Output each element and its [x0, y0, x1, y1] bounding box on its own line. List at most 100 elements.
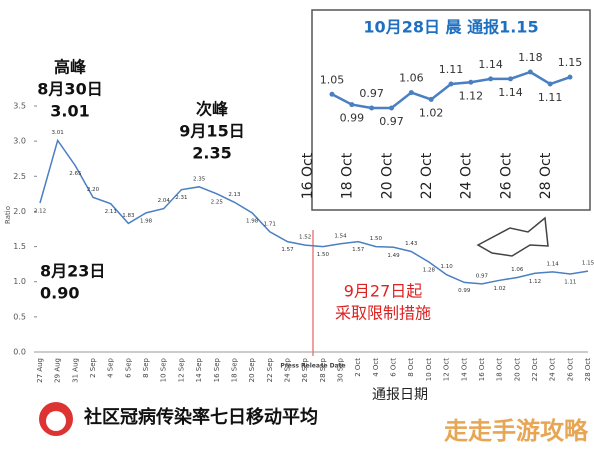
y-tick-label: 1.5 — [13, 242, 26, 251]
value-label: 1.50 — [370, 236, 383, 242]
point — [508, 76, 513, 82]
x-tick-label: 2 Oct — [354, 358, 362, 377]
value-label: 1.52 — [299, 235, 311, 241]
value-label: 1.98 — [246, 218, 259, 224]
point — [448, 81, 454, 87]
point — [547, 81, 553, 87]
value-label: 1.12 — [529, 279, 541, 285]
value-label: 1.54 — [334, 233, 347, 239]
x-tick-label: 16 Oct — [478, 358, 486, 381]
value-label: 2.11 — [105, 209, 117, 215]
annotation: 高峰 — [54, 58, 87, 77]
inset-x-tick-label: 16 Oct — [300, 152, 316, 199]
annotation: 9月27日起 — [344, 282, 423, 301]
x-tick-label: 26 Sep — [301, 357, 309, 382]
point — [349, 102, 355, 108]
point — [527, 69, 533, 75]
value-label: 2.35 — [193, 176, 206, 182]
value-label: 2.65 — [69, 171, 82, 177]
value-label: 1.11 — [538, 91, 563, 104]
annotation: 次峰 — [196, 100, 229, 119]
x-tick-label: 10 Sep — [160, 357, 168, 382]
value-label: 1.02 — [419, 106, 444, 119]
annotation: 0.90 — [40, 284, 79, 303]
y-tick-label: 2.0 — [13, 207, 26, 216]
inset-x-tick-label: 24 Oct — [459, 152, 475, 199]
x-tick-label: 14 Sep — [195, 357, 203, 382]
x-tick-label: 30 Sep — [337, 357, 345, 382]
annotation: 8月23日 — [40, 262, 105, 281]
x-tick-label: 12 Oct — [443, 358, 451, 381]
value-label: 1.57 — [352, 247, 365, 253]
value-label: 1.02 — [493, 286, 505, 292]
x-tick-label: 18 Oct — [496, 358, 504, 381]
value-label: 1.18 — [518, 51, 543, 64]
x-tick-label: 28 Oct — [584, 358, 592, 381]
value-label: 0.99 — [340, 112, 365, 125]
arrow — [476, 216, 549, 257]
value-label: 1.14 — [478, 58, 503, 71]
x-tick-label: 16 Sep — [213, 357, 221, 382]
x-tick-label: 20 Oct — [513, 358, 521, 381]
point — [369, 105, 375, 111]
y-tick-label: 0.0 — [13, 348, 26, 357]
value-label: 1.57 — [281, 247, 294, 253]
value-label: 1.28 — [423, 268, 436, 274]
x-tick-label: 6 Sep — [124, 357, 132, 377]
x-tick-label: 4 Oct — [372, 358, 380, 377]
inset-x-tick-label: 20 Oct — [379, 152, 395, 199]
value-label: 2.13 — [228, 192, 241, 198]
value-label: 1.83 — [122, 213, 135, 219]
value-label: 1.15 — [582, 261, 594, 267]
value-label: 1.50 — [317, 252, 330, 258]
annotation: 2.35 — [192, 144, 231, 163]
x-tick-label: 24 Sep — [283, 357, 291, 382]
value-label: 2.25 — [211, 199, 224, 205]
x-axis-label-cn: 通报日期 — [372, 387, 428, 403]
point — [389, 105, 394, 111]
x-tick-label: 6 Oct — [390, 358, 398, 377]
value-label: 1.14 — [498, 86, 523, 99]
inset-x-tick-label: 18 Oct — [340, 152, 356, 199]
annotation: 采取限制措施 — [335, 304, 431, 323]
value-label: 3.01 — [52, 130, 64, 136]
x-tick-label: 2 Sep — [89, 357, 97, 377]
value-label: 2.31 — [175, 195, 187, 201]
annotation: 3.01 — [50, 102, 89, 121]
line — [39, 138, 589, 285]
value-label: 1.06 — [399, 72, 424, 85]
value-label: 2.04 — [158, 198, 171, 204]
value-label: 1.15 — [558, 56, 583, 69]
y-tick-label: 0.5 — [13, 312, 26, 321]
point — [468, 79, 474, 85]
x-tick-label: 28 Sep — [319, 357, 327, 382]
y-axis-label: Ratio — [4, 206, 12, 224]
x-tick-label: 22 Sep — [266, 357, 274, 382]
value-label: 0.99 — [458, 288, 471, 294]
value-label: 1.11 — [564, 279, 576, 285]
x-tick-label: 14 Oct — [460, 358, 468, 381]
x-tick-label: 18 Sep — [230, 357, 238, 382]
point — [408, 90, 414, 96]
value-label: 1.71 — [264, 221, 276, 227]
x-tick-label: 26 Oct — [566, 358, 574, 381]
annotation: 8月30日 — [37, 80, 102, 99]
logo-inner — [46, 411, 66, 431]
value-label: 1.11 — [439, 63, 464, 76]
x-tick-label: 12 Sep — [177, 357, 185, 382]
value-label: 2.12 — [34, 208, 46, 214]
x-tick-label: 29 Aug — [54, 358, 62, 383]
watermark: 走走手游攻略 — [444, 417, 589, 445]
value-label: 1.06 — [511, 267, 524, 273]
value-label: 2.20 — [87, 187, 100, 193]
point — [488, 76, 494, 82]
value-label: 1.49 — [387, 253, 400, 259]
x-tick-label: 24 Oct — [549, 358, 557, 381]
inset-frame — [311, 9, 591, 211]
value-label: 1.05 — [320, 73, 345, 86]
x-tick-label: 4 Sep — [107, 357, 115, 377]
value-label: 1.10 — [440, 264, 453, 270]
value-label: 1.43 — [405, 241, 418, 247]
y-tick-label: 3.5 — [13, 102, 26, 111]
